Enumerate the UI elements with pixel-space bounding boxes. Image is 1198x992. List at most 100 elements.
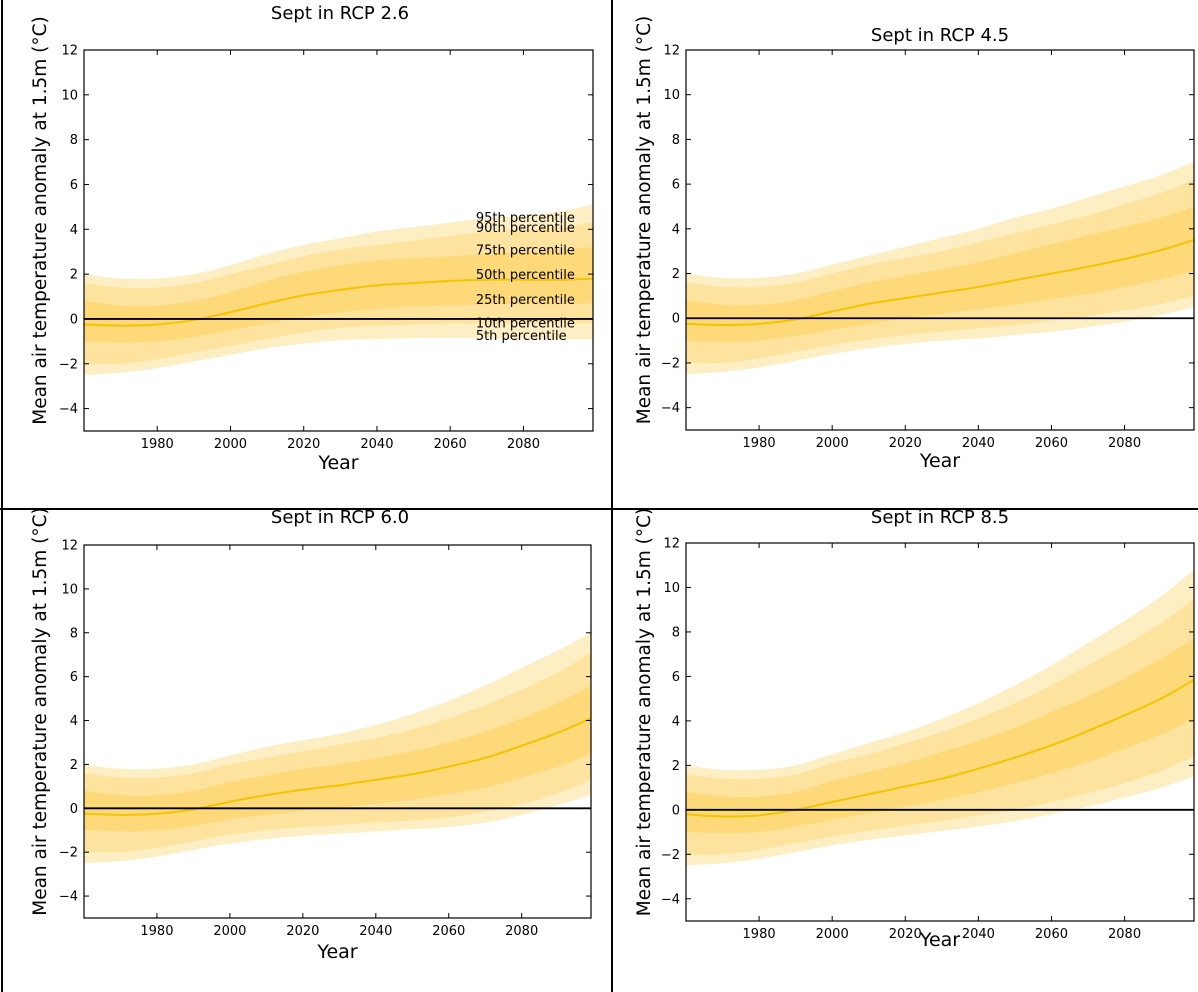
y-axis-label: Mean air temperature anomaly at 1.5m (°C… [634,508,655,917]
chart-panel-3: −4 −2 0 2 4 6 8 10 12 1980 2000 2020 2040 2060 2080 Sep… [30,507,592,963]
x-tick-label: 2080 [1108,436,1141,451]
median-line [686,239,1194,326]
y-tick-label: 12 [663,44,680,59]
y-tick-label: 6 [70,670,78,685]
plot-area [686,161,1194,375]
y-tick-label: 0 [672,803,680,818]
axes-box [83,544,592,919]
chart-panel-4: −4 −2 0 2 4 6 8 10 12 1980 2000 2020 2040 2060 2080 Sep… [634,507,1195,951]
y-tick-label: −2 [59,357,78,372]
x-tick-label: 2040 [359,924,392,939]
x-tick-label: 2000 [213,924,246,939]
y-tick-label: 0 [70,802,78,817]
x-tick-label: 2080 [505,924,538,939]
y-tick-label: 10 [61,88,78,103]
y-tick-label: 6 [70,178,78,193]
x-tick-label: 2060 [432,924,465,939]
y-tick-label: 6 [672,178,680,193]
plot-area [84,204,593,375]
x-axis-label: Year [919,450,960,472]
y-tick-label: −4 [661,892,680,907]
x-tick-label: 2020 [286,924,319,939]
band-25-75 [686,206,1194,342]
y-tick-label: 6 [672,670,680,685]
median-line [84,277,593,327]
y-axis-label: Mean air temperature anomaly at 1.5m (°C… [30,507,51,916]
x-tick-label: 2060 [434,437,467,452]
chart-title: Sept in RCP 2.6 [271,3,409,24]
y-tick-label: 0 [70,312,78,327]
y-tick-label: 4 [672,714,680,729]
y-tick-label: 4 [672,222,680,237]
x-tick-label: 2020 [889,436,922,451]
x-tick-label: 1980 [141,437,174,452]
x-axis-label: Year [919,929,960,951]
percentile-label: 95th percentile [476,211,575,226]
y-tick-label: 12 [61,539,78,554]
y-tick-label: 10 [663,88,680,103]
x-tick-label: 2040 [360,437,393,452]
y-tick-label: −4 [59,890,78,905]
y-tick-label: 2 [672,267,680,282]
median-line [84,717,591,816]
percentile-label: 75th percentile [476,244,575,259]
band-25-75 [686,638,1194,834]
y-tick-label: 10 [61,582,78,597]
y-tick-label: 10 [663,581,680,596]
x-tick-label: 2000 [816,436,849,451]
y-tick-label: 8 [70,626,78,641]
chart-panel-1: −4 −2 0 2 4 6 8 10 12 1980 2000 2020 2040 2060 2080 Sep… [30,3,594,474]
percentile-label: 5th percentile [476,329,567,344]
percentile-label: 90th percentile [476,221,575,236]
x-tick-label: 2000 [214,437,247,452]
y-tick-label: 8 [672,133,680,148]
x-axis-label: Year [316,941,357,963]
x-tick-label: 2080 [507,437,540,452]
x-tick-label: 2080 [1108,927,1141,942]
y-tick-label: −4 [661,401,680,416]
x-tick-label: 1980 [743,927,776,942]
x-tick-label: 1980 [140,924,173,939]
y-tick-label: 12 [663,537,680,552]
y-axis-label: Mean air temperature anomaly at 1.5m (°C… [30,16,51,425]
x-tick-label: 2040 [962,436,995,451]
chart-title: Sept in RCP 6.0 [271,507,409,528]
y-tick-label: 8 [672,625,680,640]
x-tick-label: 2020 [287,437,320,452]
x-tick-label: 2020 [889,927,922,942]
axes-box [83,49,594,432]
y-tick-label: −2 [661,356,680,371]
chart-title: Sept in RCP 4.5 [871,25,1009,46]
x-axis-label: Year [317,452,358,474]
plot-area [686,569,1194,866]
x-tick-label: 2060 [1035,927,1068,942]
percentile-label: 10th percentile [476,316,575,331]
x-tick-label: 1980 [743,436,776,451]
axes-box [685,542,1195,922]
y-tick-label: 2 [70,268,78,283]
chart-title: Sept in RCP 8.5 [871,507,1009,528]
y-tick-label: 2 [70,758,78,773]
y-axis-label: Mean air temperature anomaly at 1.5m (°C… [634,16,655,425]
plot-area [84,632,591,864]
axes-box [685,49,1195,431]
x-tick-label: 2040 [962,927,995,942]
y-tick-label: 8 [70,133,78,148]
y-tick-label: 0 [672,312,680,327]
y-tick-label: −4 [59,402,78,417]
y-tick-label: −2 [59,846,78,861]
y-tick-label: 2 [672,759,680,774]
percentile-label: 50th percentile [476,268,575,283]
x-tick-label: 2060 [1035,436,1068,451]
band-25-75 [84,685,591,832]
y-tick-label: 12 [61,44,78,59]
chart-panel-2: −4 −2 0 2 4 6 8 10 12 1980 2000 2020 2040 2060 2080 Sep… [634,16,1195,472]
y-tick-label: 4 [70,223,78,238]
y-tick-label: 4 [70,714,78,729]
percentile-label: 25th percentile [476,293,575,308]
y-tick-label: −2 [661,848,680,863]
median-line [686,678,1194,818]
x-tick-label: 2000 [816,927,849,942]
